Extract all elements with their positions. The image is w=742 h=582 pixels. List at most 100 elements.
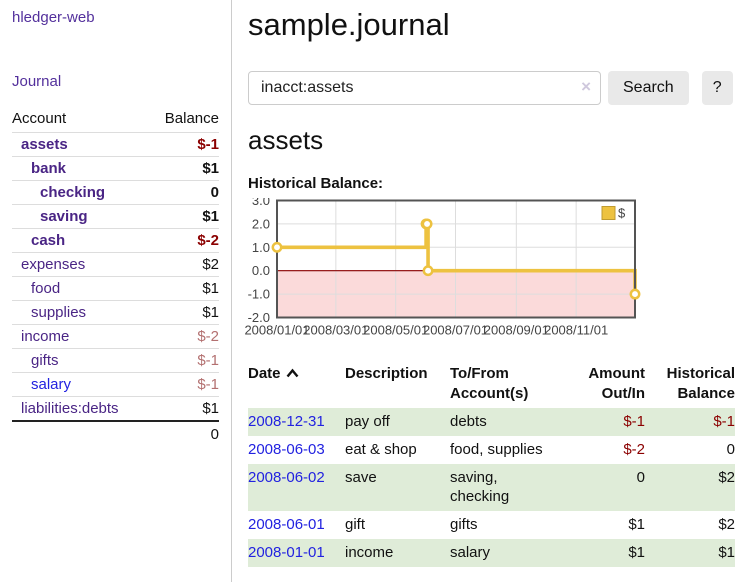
account-row: cash $-2 — [12, 228, 219, 253]
description-column-header: Description — [345, 365, 428, 382]
account-balance: 0 — [149, 180, 219, 205]
x-axis-tick-label: 2008/09/01 — [484, 323, 549, 338]
y-axis-tick-label: 3.0 — [252, 198, 270, 208]
x-axis-tick-label: 2008/05/01 — [363, 323, 428, 338]
account-balance: $-2 — [149, 228, 219, 253]
account-balance: $1 — [149, 396, 219, 422]
transaction-date-link[interactable]: 2008-12-31 — [248, 413, 325, 430]
sidebar-item-journal[interactable]: Journal — [12, 73, 62, 90]
legend-label: $ — [618, 206, 626, 221]
account-balance: $1 — [149, 276, 219, 301]
search-input[interactable] — [248, 71, 601, 105]
transaction-date-link[interactable]: 2008-06-02 — [248, 468, 325, 486]
sort-ascending-icon — [286, 368, 298, 378]
account-link[interactable]: liabilities:debts — [21, 400, 119, 417]
transaction-date-link[interactable]: 2008-06-03 — [248, 440, 325, 458]
y-axis-tick-label: 2.0 — [252, 216, 270, 231]
transaction-accounts: saving, checking — [450, 468, 510, 506]
account-balance: $-1 — [149, 132, 219, 157]
app-title-link[interactable]: hledger-web — [12, 9, 95, 26]
search-button[interactable]: Search — [608, 71, 689, 105]
account-link[interactable]: cash — [31, 232, 66, 249]
accounts-table: Account Balance assets $-1 bank $1 check… — [12, 107, 219, 447]
account-link[interactable]: food — [31, 280, 61, 297]
y-axis-tick-label: 1.0 — [252, 240, 270, 255]
account-link[interactable]: checking — [40, 184, 106, 201]
account-link[interactable]: expenses — [21, 256, 86, 273]
date-column-header[interactable]: Date — [248, 362, 345, 408]
x-axis-tick-label: 2008/07/01 — [423, 323, 488, 338]
transaction-date-link[interactable]: 2008-06-01 — [248, 516, 325, 534]
transaction-balance: $2 — [718, 468, 735, 486]
account-row: food $1 — [12, 276, 219, 301]
account-balance: $-1 — [149, 348, 219, 373]
transaction-amount: $1 — [628, 543, 645, 561]
register-header-row: Date Description To/From Account(s) Amou… — [248, 362, 735, 408]
transaction-amount: $1 — [628, 516, 645, 534]
account-row: supplies $1 — [12, 300, 219, 325]
main-content: sample.journal × Search ? assets Histori… — [244, 0, 735, 567]
account-balance: $1 — [149, 300, 219, 325]
sidebar: hledger-web Journal Account Balance asse… — [0, 0, 232, 582]
y-axis-tick-label: 0.0 — [252, 263, 270, 278]
transaction-amount: $-1 — [623, 413, 645, 430]
chart-data-point[interactable] — [629, 288, 641, 300]
transaction-description: income — [345, 543, 394, 561]
account-balance: $-2 — [149, 324, 219, 349]
account-link[interactable]: income — [21, 328, 70, 345]
chart-data-point[interactable] — [422, 265, 434, 277]
account-row: gifts $-1 — [12, 348, 219, 373]
transaction-balance: $1 — [718, 543, 735, 561]
transaction-amount: $-2 — [623, 440, 645, 458]
accounts-total-balance: 0 — [149, 420, 219, 447]
accounts-column-header: Account — [12, 107, 150, 133]
account-balance: $1 — [149, 156, 219, 181]
y-axis-tick-label: -1.0 — [248, 287, 270, 302]
register-row: 2008-06-02 save saving, checking 0 $2 — [248, 463, 735, 512]
transaction-accounts: debts — [450, 413, 487, 430]
x-axis-tick-label: 2008/01/01 — [244, 323, 309, 338]
legend-swatch — [601, 206, 616, 220]
account-link[interactable]: salary — [31, 376, 72, 393]
account-row: assets $-1 — [12, 132, 219, 157]
transaction-balance: $2 — [718, 516, 735, 534]
register-row: 2008-06-01 gift gifts $1 $2 — [248, 511, 735, 539]
account-link[interactable]: saving — [40, 208, 88, 225]
chart-border — [276, 199, 636, 319]
account-balance: $2 — [149, 252, 219, 277]
register-table: Date Description To/From Account(s) Amou… — [248, 362, 735, 567]
chart-title: Historical Balance: — [248, 175, 384, 192]
amount-column-header: Amount Out/In — [588, 365, 645, 402]
transaction-accounts: gifts — [450, 516, 478, 534]
register-row: 2008-12-31 pay off debts $-1 $-1 — [248, 408, 735, 436]
account-row: checking 0 — [12, 180, 219, 205]
help-button[interactable]: ? — [701, 71, 733, 105]
account-link[interactable]: supplies — [31, 304, 87, 321]
page-title: sample.journal — [248, 7, 450, 42]
accounts-total-row: 0 — [12, 420, 219, 447]
account-row: income $-2 — [12, 324, 219, 349]
accounts-column-header-register: To/From Account(s) — [450, 365, 529, 402]
account-row: liabilities:debts $1 — [12, 396, 219, 422]
transaction-date-link[interactable]: 2008-01-01 — [248, 543, 325, 561]
account-balance: $1 — [149, 204, 219, 229]
clear-search-icon[interactable]: × — [581, 77, 591, 96]
account-row: salary $-1 — [12, 372, 219, 397]
account-row: expenses $2 — [12, 252, 219, 277]
transaction-balance: $-1 — [713, 413, 735, 430]
account-heading: assets — [248, 125, 324, 155]
account-link[interactable]: bank — [31, 160, 67, 177]
chart-data-point[interactable] — [421, 218, 433, 230]
transaction-description: save — [345, 468, 377, 486]
balance-column-header-register: Historical Balance — [666, 365, 735, 402]
account-link[interactable]: assets — [21, 136, 68, 153]
chart-data-point[interactable] — [271, 241, 283, 253]
y-axis-tick-label: -2.0 — [248, 310, 270, 325]
transaction-description: eat & shop — [345, 440, 417, 458]
balance-column-header: Balance — [149, 107, 219, 133]
search-box: × — [248, 71, 601, 105]
account-row: saving $1 — [12, 204, 219, 229]
x-axis-tick-label: 2008/03/01 — [303, 323, 368, 338]
account-link[interactable]: gifts — [31, 352, 59, 369]
